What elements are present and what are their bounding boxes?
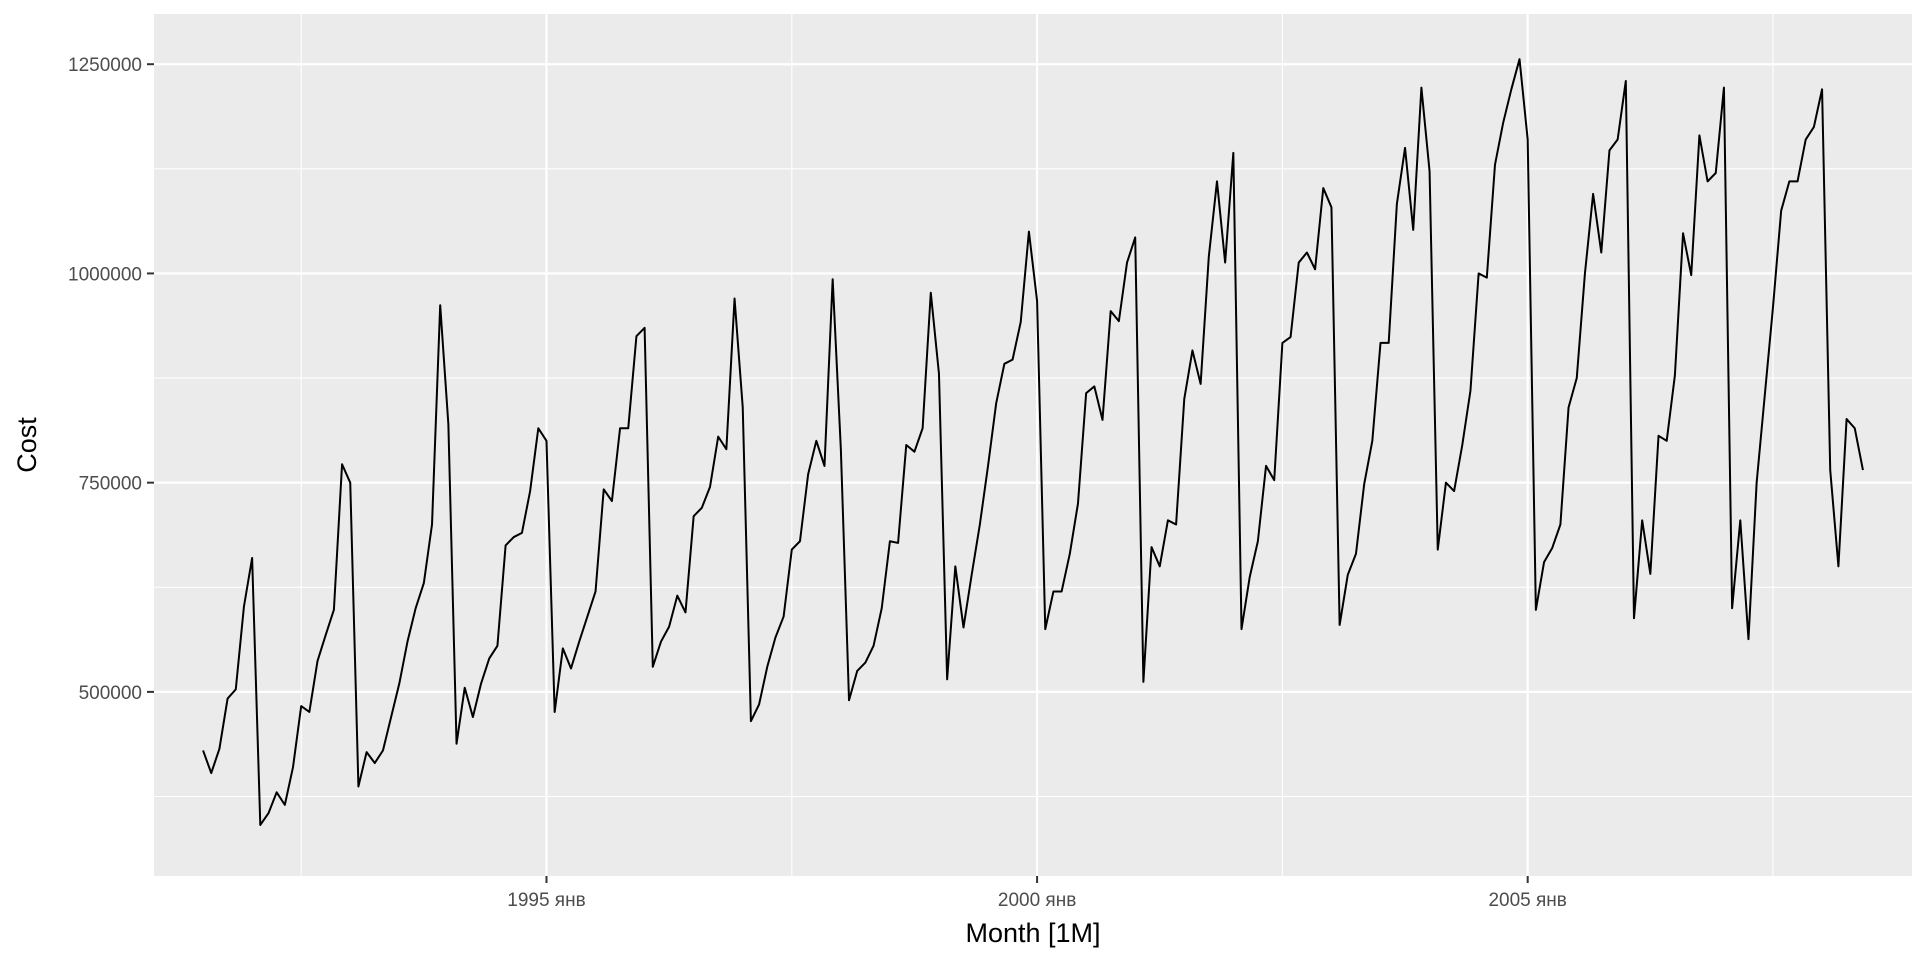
x-axis: 1995 янв 2000 янв 2005 янв (507, 876, 1567, 911)
y-tick-label: 1000000 (68, 264, 142, 285)
y-tick-label: 750000 (79, 474, 142, 495)
x-tick-label: 1995 янв (507, 890, 585, 911)
plot-panel (154, 14, 1912, 876)
x-tick-label: 2000 янв (998, 890, 1076, 911)
y-axis: 500000 750000 1000000 1250000 (68, 55, 154, 704)
series-layer (202, 58, 1864, 826)
x-axis-title: Month [1M] (965, 918, 1100, 948)
minor-gridlines (154, 14, 1912, 876)
y-tick-label: 1250000 (68, 55, 142, 76)
x-tick-label: 2005 янв (1488, 890, 1566, 911)
series-line-0 (202, 58, 1864, 826)
y-tick-label: 500000 (79, 683, 142, 704)
y-axis-title: Cost (12, 417, 42, 473)
